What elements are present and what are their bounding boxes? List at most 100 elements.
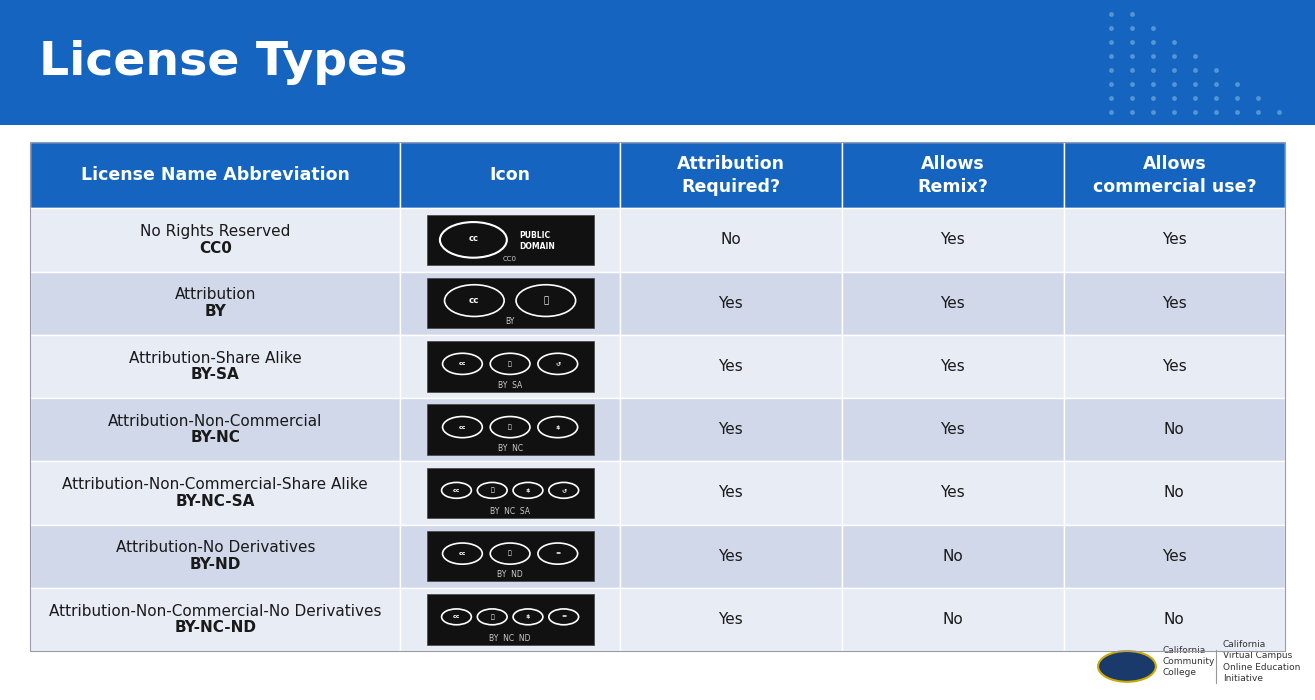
Bar <box>1064 461 1285 524</box>
Text: Yes: Yes <box>718 359 743 374</box>
Text: California
Virtual Campus
Online Education
Initiative: California Virtual Campus Online Educati… <box>1223 640 1301 682</box>
Text: ⓘ: ⓘ <box>508 424 512 430</box>
Text: =: = <box>562 615 567 620</box>
Text: ⓘ: ⓘ <box>490 614 494 620</box>
Bar <box>400 524 619 588</box>
Text: Yes: Yes <box>940 485 965 500</box>
Circle shape <box>1098 651 1156 682</box>
Text: BY-SA: BY-SA <box>191 367 239 382</box>
Text: California
Community
College: California Community College <box>1162 646 1215 677</box>
Text: cc: cc <box>459 361 467 366</box>
Text: cc: cc <box>468 234 479 243</box>
Text: Yes: Yes <box>1162 359 1186 374</box>
Bar <box>619 335 842 398</box>
Bar <box>30 335 400 398</box>
Text: Allows
commercial use?: Allows commercial use? <box>1093 155 1256 195</box>
Text: BY  SA: BY SA <box>498 381 522 390</box>
Bar <box>400 588 619 651</box>
Bar <box>426 278 593 328</box>
Text: BY: BY <box>204 304 226 319</box>
Text: BY  ND: BY ND <box>497 570 523 580</box>
Text: $: $ <box>526 488 530 493</box>
Text: Attribution-Non-Commercial-No Derivatives: Attribution-Non-Commercial-No Derivative… <box>49 603 381 619</box>
Text: ⓘ: ⓘ <box>508 551 512 556</box>
Bar <box>619 142 842 209</box>
Text: Icon: Icon <box>489 166 530 184</box>
Text: Yes: Yes <box>1162 232 1186 247</box>
Bar <box>842 524 1064 588</box>
Text: No: No <box>1164 485 1185 500</box>
Text: cc: cc <box>459 551 467 556</box>
Bar <box>0 0 1315 125</box>
Text: No: No <box>721 232 742 247</box>
Bar <box>1064 398 1285 461</box>
Text: cc: cc <box>452 488 460 493</box>
Bar <box>619 461 842 524</box>
Text: ⓘ: ⓘ <box>490 488 494 493</box>
Text: $: $ <box>526 615 530 620</box>
Bar <box>426 594 593 645</box>
Bar <box>842 588 1064 651</box>
Bar <box>1064 524 1285 588</box>
Text: No: No <box>1164 612 1185 627</box>
Bar <box>30 209 400 272</box>
Text: cc: cc <box>452 615 460 620</box>
Text: BY-NC-ND: BY-NC-ND <box>175 620 256 635</box>
Bar <box>400 461 619 524</box>
Text: Yes: Yes <box>718 549 743 564</box>
Text: BY: BY <box>505 317 514 326</box>
Text: Attribution: Attribution <box>175 288 256 302</box>
Bar <box>30 142 400 209</box>
Text: ⓘ: ⓘ <box>508 361 512 367</box>
Text: Attribution-Non-Commercial: Attribution-Non-Commercial <box>108 414 322 429</box>
Text: Yes: Yes <box>718 485 743 500</box>
Text: Yes: Yes <box>718 612 743 627</box>
Bar <box>400 209 619 272</box>
Text: =: = <box>555 551 560 556</box>
Bar <box>426 405 593 455</box>
Bar <box>1064 588 1285 651</box>
Bar <box>1064 335 1285 398</box>
Text: $: $ <box>555 425 560 430</box>
Bar <box>619 588 842 651</box>
Text: Yes: Yes <box>718 422 743 437</box>
Text: cc: cc <box>469 296 480 305</box>
Bar <box>30 524 400 588</box>
Bar <box>619 398 842 461</box>
Bar <box>30 588 400 651</box>
Bar <box>619 209 842 272</box>
Bar <box>1064 142 1285 209</box>
Bar <box>426 341 593 392</box>
Bar <box>30 398 400 461</box>
Text: Attribution
Required?: Attribution Required? <box>677 155 785 195</box>
Bar <box>400 398 619 461</box>
Bar <box>842 398 1064 461</box>
Text: cc: cc <box>459 425 467 430</box>
Bar <box>426 531 593 582</box>
Text: DOMAIN: DOMAIN <box>519 242 555 251</box>
Text: Yes: Yes <box>940 295 965 311</box>
Text: Yes: Yes <box>940 422 965 437</box>
Text: No Rights Reserved: No Rights Reserved <box>141 224 291 239</box>
Text: ⓘ: ⓘ <box>543 296 548 305</box>
Text: Attribution-Non-Commercial-Share Alike: Attribution-Non-Commercial-Share Alike <box>62 477 368 492</box>
Text: Attribution-No Derivatives: Attribution-No Derivatives <box>116 540 316 555</box>
Text: No: No <box>943 549 964 564</box>
Bar <box>400 272 619 335</box>
Bar <box>1064 272 1285 335</box>
Text: License Name Abbreviation: License Name Abbreviation <box>80 166 350 184</box>
Text: ↺: ↺ <box>555 361 560 366</box>
Text: License Types: License Types <box>39 40 408 85</box>
Bar <box>400 335 619 398</box>
Bar <box>30 272 400 335</box>
Bar <box>842 142 1064 209</box>
Bar <box>400 142 619 209</box>
Bar <box>30 142 1285 651</box>
Bar <box>842 461 1064 524</box>
Text: PUBLIC: PUBLIC <box>519 230 550 239</box>
Bar <box>619 272 842 335</box>
Bar <box>426 215 593 265</box>
Text: No: No <box>1164 422 1185 437</box>
Bar <box>1064 209 1285 272</box>
Text: BY-NC: BY-NC <box>191 430 241 445</box>
